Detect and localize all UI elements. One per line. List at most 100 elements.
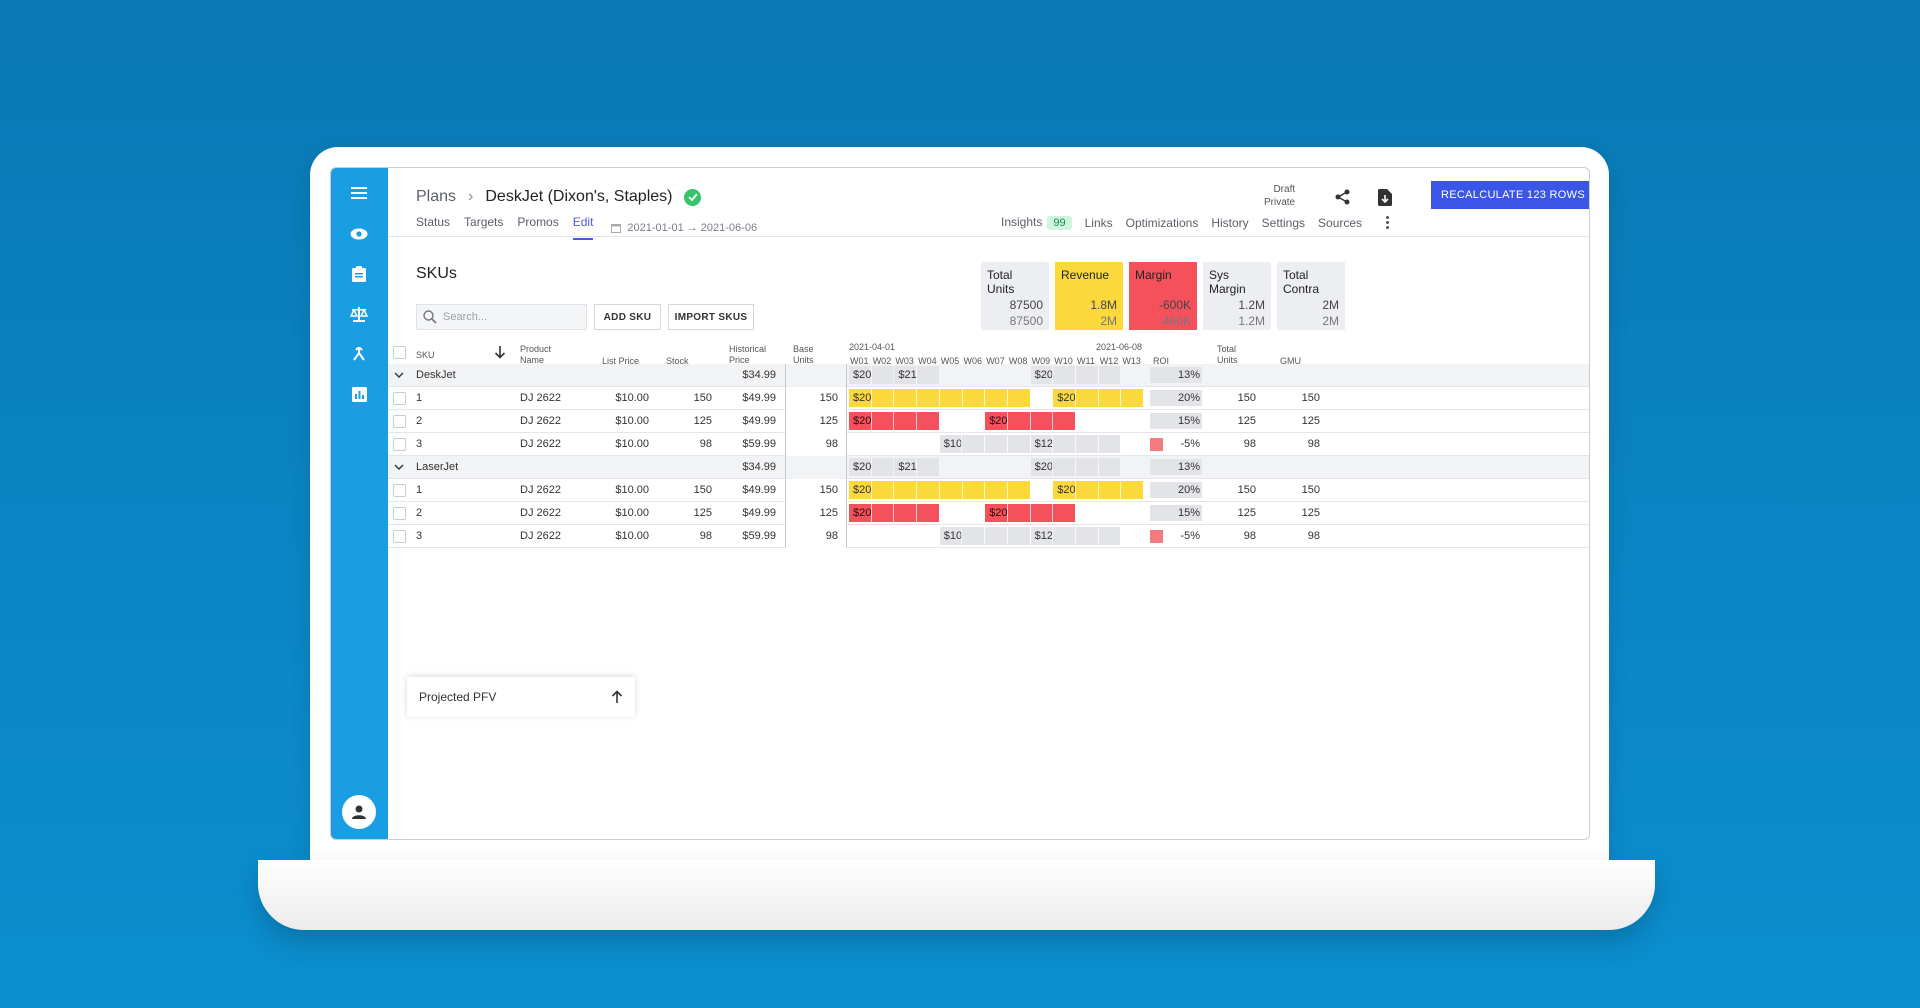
- row-checkbox[interactable]: [393, 392, 406, 405]
- table-row[interactable]: 2 DJ 2622 $10.00 125 $49.99 125 $20 $20 15% 125 12…: [388, 410, 1589, 433]
- promo-block[interactable]: $21: [894, 458, 939, 476]
- recalculate-button[interactable]: RECALCULATE 123 ROWS: [1431, 181, 1589, 209]
- row-menu-icon[interactable]: [1585, 392, 1589, 405]
- base-units-input[interactable]: 150: [785, 479, 847, 502]
- base-units-input[interactable]: 98: [785, 525, 847, 548]
- promo-block[interactable]: $20: [849, 481, 1030, 499]
- row-checkbox[interactable]: [393, 530, 406, 543]
- week-divider: [1006, 527, 1008, 545]
- row-menu-icon[interactable]: [1585, 438, 1589, 451]
- tab-edit[interactable]: Edit: [572, 215, 594, 240]
- row-checkbox[interactable]: [393, 415, 406, 428]
- breadcrumb-plans[interactable]: Plans: [416, 188, 457, 205]
- add-sku-button[interactable]: ADD SKU: [594, 304, 661, 330]
- col-sku[interactable]: SKU: [416, 350, 435, 360]
- share-icon[interactable]: [1332, 186, 1354, 208]
- base-units-input[interactable]: 150: [785, 387, 847, 410]
- tab-insights[interactable]: Insights 99: [1001, 215, 1072, 239]
- col-stock[interactable]: Stock: [666, 356, 689, 366]
- tab-targets[interactable]: Targets: [464, 215, 504, 229]
- tab-settings[interactable]: Settings: [1261, 215, 1306, 230]
- chevron-down-icon[interactable]: [394, 364, 404, 386]
- base-units-input[interactable]: 125: [785, 502, 847, 525]
- group-row[interactable]: LaserJet $34.99 $20 $21 $20 13%: [388, 456, 1589, 479]
- base-units-input[interactable]: [785, 456, 847, 479]
- promo-block[interactable]: $20: [1053, 481, 1144, 499]
- promo-block[interactable]: $21: [894, 366, 939, 384]
- col-list-price[interactable]: List Price: [602, 356, 640, 366]
- promo-block[interactable]: $20: [849, 458, 894, 476]
- promo-block[interactable]: $10: [939, 527, 1030, 545]
- promo-block[interactable]: $12: [1030, 435, 1121, 453]
- row-menu-icon[interactable]: [1585, 415, 1589, 428]
- chevron-down-icon[interactable]: [394, 456, 404, 478]
- merge-icon[interactable]: [345, 340, 373, 368]
- header-divider: [388, 236, 1589, 237]
- col-historical-price[interactable]: Historical Price: [729, 344, 767, 365]
- promo-block[interactable]: $20: [1030, 458, 1121, 476]
- week-divider: [916, 504, 918, 522]
- table-row[interactable]: 3 DJ 2622 $10.00 98 $59.99 98 $10 $12 -5% 98 98: [388, 525, 1589, 548]
- base-units-input[interactable]: 125: [785, 410, 847, 433]
- promo-block[interactable]: $10: [939, 435, 1030, 453]
- promo-block[interactable]: $20: [1053, 389, 1144, 407]
- sort-arrow-down-icon[interactable]: [494, 345, 506, 362]
- row-menu-icon[interactable]: [1585, 461, 1589, 474]
- table-row[interactable]: 3 DJ 2622 $10.00 98 $59.99 98 $10 $12 -5% 98 98: [388, 433, 1589, 456]
- stock: 125: [693, 507, 712, 519]
- export-file-icon[interactable]: [1374, 186, 1396, 208]
- eye-icon[interactable]: [345, 220, 373, 248]
- more-options-icon[interactable]: [1382, 216, 1392, 238]
- promo-block[interactable]: $20: [849, 412, 939, 430]
- col-product-name[interactable]: Product Name: [520, 344, 552, 365]
- tab-promos[interactable]: Promos: [517, 215, 559, 229]
- tab-links[interactable]: Links: [1084, 215, 1113, 230]
- select-all-checkbox[interactable]: [393, 346, 406, 359]
- col-base-units[interactable]: Base Units: [793, 344, 814, 365]
- col-roi[interactable]: ROI: [1153, 356, 1170, 366]
- import-skus-button[interactable]: IMPORT SKUS: [668, 304, 754, 330]
- week-divider: [1052, 527, 1054, 545]
- col-total-units[interactable]: Total Units: [1217, 344, 1238, 365]
- promo-block[interactable]: $20: [985, 504, 1075, 522]
- col-gmu[interactable]: GMU: [1280, 356, 1301, 366]
- projected-pfv-panel[interactable]: Projected PFV: [407, 677, 635, 717]
- search-input[interactable]: Search...: [416, 304, 587, 330]
- row-checkbox[interactable]: [393, 507, 406, 520]
- gmu: 125: [1301, 415, 1320, 427]
- user-avatar[interactable]: [342, 795, 376, 829]
- promo-block[interactable]: $20: [849, 504, 939, 522]
- arrow-up-icon[interactable]: [611, 690, 623, 704]
- promo-block[interactable]: $20: [849, 366, 894, 384]
- date-range[interactable]: 2021-01-01 → 2021-06-06: [611, 215, 757, 240]
- scale-icon[interactable]: [345, 300, 373, 328]
- week-divider: [1029, 412, 1031, 430]
- row-menu-icon[interactable]: [1585, 530, 1589, 543]
- table-row[interactable]: 2 DJ 2622 $10.00 125 $49.99 125 $20 $20 15% 125 12…: [388, 502, 1589, 525]
- group-row[interactable]: DeskJet $34.99 $20 $21 $20 13%: [388, 364, 1589, 387]
- clipboard-icon[interactable]: [345, 260, 373, 288]
- row-menu-icon[interactable]: [1585, 484, 1589, 497]
- week-divider: [984, 435, 986, 453]
- tab-history[interactable]: History: [1211, 215, 1249, 230]
- row-checkbox[interactable]: [393, 438, 406, 451]
- stock: 150: [693, 392, 712, 404]
- week-header: W04: [918, 356, 937, 366]
- row-menu-icon[interactable]: [1585, 507, 1589, 520]
- promo-block[interactable]: $20: [1030, 366, 1121, 384]
- promo-block[interactable]: $12: [1030, 527, 1121, 545]
- tab-sources[interactable]: Sources: [1318, 215, 1363, 230]
- row-checkbox[interactable]: [393, 484, 406, 497]
- row-menu-icon[interactable]: [1585, 369, 1589, 382]
- sku-id: 1: [416, 484, 423, 496]
- chart-icon[interactable]: [345, 380, 373, 408]
- table-row[interactable]: 1 DJ 2622 $10.00 150 $49.99 150 $20 $20 20% 150 15…: [388, 479, 1589, 502]
- promo-block[interactable]: $20: [985, 412, 1075, 430]
- promo-block[interactable]: $20: [849, 389, 1030, 407]
- tab-status[interactable]: Status: [416, 215, 451, 229]
- menu-icon[interactable]: [345, 179, 373, 207]
- base-units-input[interactable]: [785, 364, 847, 387]
- tab-optimizations[interactable]: Optimizations: [1125, 215, 1199, 230]
- base-units-input[interactable]: 98: [785, 433, 847, 456]
- table-row[interactable]: 1 DJ 2622 $10.00 150 $49.99 150 $20 $20 20% 150 15…: [388, 387, 1589, 410]
